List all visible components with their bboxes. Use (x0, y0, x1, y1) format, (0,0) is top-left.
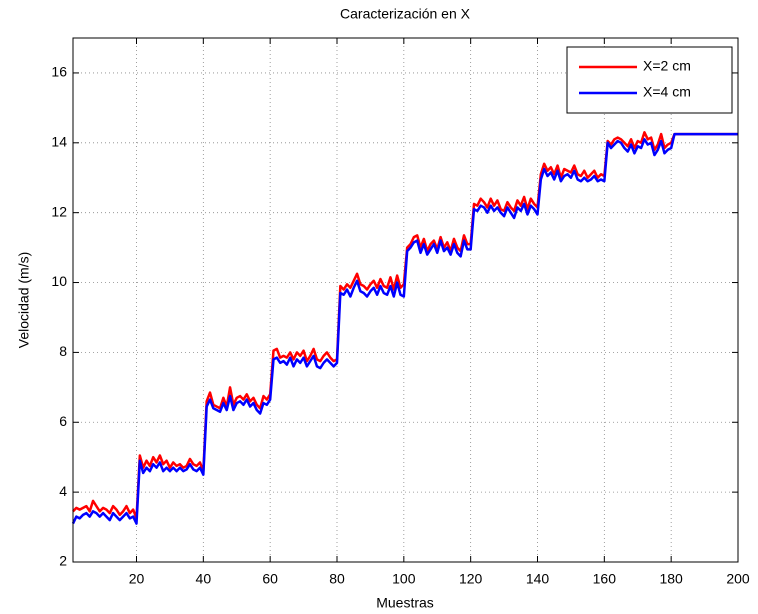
x-tick-label: 120 (459, 571, 483, 587)
y-tick-label: 14 (51, 134, 67, 150)
y-tick-label: 12 (51, 203, 67, 219)
y-tick-label: 4 (59, 483, 67, 499)
x-tick-label: 180 (659, 571, 683, 587)
y-tick-label: 10 (51, 273, 67, 289)
x-tick-label: 40 (196, 571, 212, 587)
y-tick-label: 8 (59, 343, 67, 359)
y-tick-label: 16 (51, 64, 67, 80)
x-tick-label: 160 (593, 571, 617, 587)
series-line (71, 132, 738, 525)
legend-label: X=4 cm (643, 84, 691, 100)
plot-frame (72, 37, 739, 563)
y-tick-label: 2 (59, 553, 67, 569)
x-tick-label: 100 (392, 571, 416, 587)
y-axis-label: Velocidad (m/s) (16, 252, 32, 348)
legend-label: X=2 cm (643, 58, 691, 74)
x-tick-label: 20 (129, 571, 145, 587)
x-tick-label: 200 (726, 571, 750, 587)
legend-box (566, 46, 733, 114)
y-tick-label: 6 (59, 413, 67, 429)
x-axis-label: Muestras (376, 595, 434, 611)
x-tick-label: 140 (526, 571, 550, 587)
x-tick-label: 60 (262, 571, 278, 587)
x-tick-label: 80 (329, 571, 345, 587)
chart-title: Caracterización en X (340, 6, 471, 22)
